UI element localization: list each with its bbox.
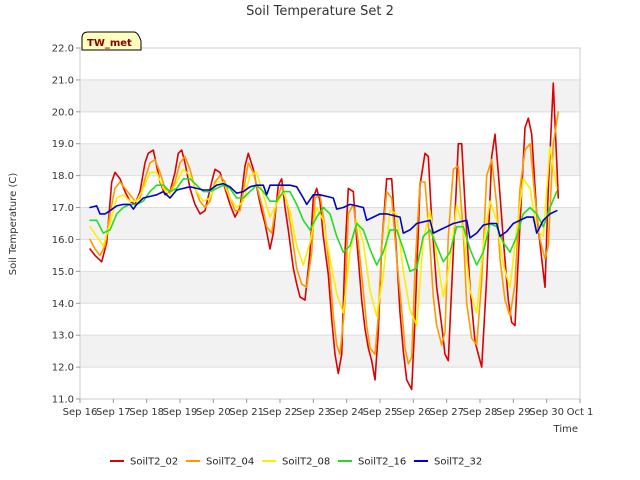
background-band [80,335,580,368]
legend-label: SoilT2_04 [206,457,254,468]
x-tick-label: Sep 20 [196,407,231,418]
x-tick-label: Sep 28 [463,407,498,418]
y-axis-ticks: 11.0 12.0 13.0 14.0 15.0 16.0 17.0 18.0 19.0 20.0… [52,44,80,406]
x-tick-label: Sep 24 [329,407,364,418]
legend-label: SoilT2_02 [130,457,178,468]
plot-background-bands [80,79,580,368]
legend-label: SoilT2_08 [282,457,330,468]
x-tick-label: Sep 26 [396,407,431,418]
legend-label: SoilT2_16 [358,457,406,468]
x-tick-label: Sep 21 [229,407,264,418]
badge-label: TW_met [87,38,132,49]
series-line-soilt2_16 [89,178,558,273]
y-tick-label: 19.0 [52,139,74,150]
y-tick-label: 20.0 [52,107,74,118]
series-line-soilt2_02 [89,82,560,391]
plot-area-frame [79,47,581,400]
data-series [89,82,560,391]
y-tick-label: 22.0 [52,44,74,55]
y-tick-label: 11.0 [52,395,74,406]
series-line-soilt2_08 [89,146,558,327]
y-tick-label: 17.0 [52,203,74,214]
y-tick-label: 15.0 [52,267,74,278]
y-axis-label: Soil Temperature (C) [8,173,19,276]
x-axis-label: Time [553,424,578,435]
series-line-soilt2_04 [89,111,560,365]
y-tick-label: 18.0 [52,171,74,182]
x-tick-label: Sep 16 [63,407,98,418]
x-tick-label: Sep 22 [263,407,298,418]
x-tick-label: Oct 1 [567,407,594,418]
x-tick-label: Sep 25 [363,407,398,418]
station-badge: TW_met [81,31,142,51]
y-tick-label: 14.0 [52,299,74,310]
x-tick-label: Sep 27 [429,407,464,418]
y-tick-label: 13.0 [52,331,74,342]
series-line-soilt2_32 [89,182,558,239]
x-tick-label: Sep 23 [296,407,331,418]
chart-title: Soil Temperature Set 2 [246,4,394,19]
x-tick-label: Sep 30 [529,407,564,418]
x-tick-label: Sep 19 [163,407,198,418]
background-band [80,79,580,112]
y-tick-label: 21.0 [52,75,74,86]
badge-shape [81,31,142,51]
legend: SoilT2_02 SoilT2_04 SoilT2_08 SoilT2_16 Soil… [110,457,482,468]
legend-label: SoilT2_32 [434,457,482,468]
y-tick-label: 16.0 [52,235,74,246]
background-band [80,207,580,240]
x-tick-label: Sep 17 [96,407,131,418]
x-tick-label: Sep 18 [129,407,164,418]
x-tick-label: Sep 29 [496,407,531,418]
y-tick-label: 12.0 [52,363,74,374]
